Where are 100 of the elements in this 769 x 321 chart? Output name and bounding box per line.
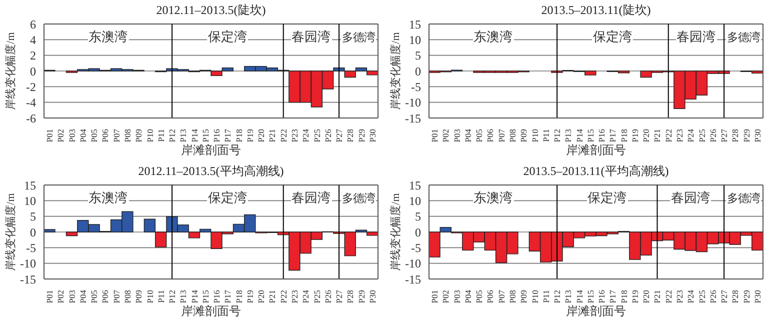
x-tick-label: P29 [741, 129, 752, 142]
x-axis-title: 岸滩剖面号 [180, 143, 242, 158]
x-tick-label: P18 [234, 129, 244, 142]
x-tick-label: P21 [267, 129, 278, 142]
x-tick-label: P16 [596, 129, 607, 142]
x-tick-label: P16 [212, 129, 222, 142]
x-tick-label: P27 [719, 129, 730, 142]
x-tick-label: P11 [156, 290, 166, 303]
x-tick-label: P27 [719, 290, 730, 304]
x-tick-label: P24 [300, 128, 311, 142]
y-tick-label: 0 [415, 225, 421, 240]
chart-title: 2013.5–2013.11(陡坎) [540, 2, 652, 19]
y-tick-label: -15 [405, 272, 421, 286]
x-tick-label: P17 [608, 129, 618, 142]
x-tick-label: P23 [674, 290, 684, 304]
x-tick-label: P12 [167, 129, 178, 142]
x-tick-label: P23 [290, 290, 300, 304]
x-tick-label: P10 [144, 290, 155, 304]
annotation: 东澳湾 [88, 29, 129, 44]
y-tick-label: 0 [30, 225, 36, 240]
x-tick-label: P09 [518, 290, 529, 304]
y-tick-label: 10 [409, 194, 421, 208]
x-tick-label: P05 [474, 129, 484, 142]
x-tick-label: P30 [367, 290, 378, 304]
annotation: 春园湾 [290, 190, 332, 205]
x-tick-label: P12 [552, 129, 562, 142]
x-tick-label: P15 [585, 290, 596, 304]
x-tick-label: P21 [267, 290, 278, 304]
x-tick-label: P06 [485, 129, 496, 142]
y-tick-label: 15 [409, 178, 421, 192]
x-tick-label: P01 [430, 290, 440, 304]
x-tick-label: P22 [663, 129, 674, 142]
x-tick-label: P13 [563, 129, 574, 142]
x-tick-label: P09 [518, 129, 529, 142]
x-tick-label: P08 [122, 290, 132, 304]
y-tick-label: 2 [30, 48, 36, 63]
x-tick-label: P16 [596, 290, 607, 304]
x-tick-label: P04 [78, 289, 88, 304]
annotation: 春园湾 [676, 29, 717, 44]
annotation: 保定湾 [207, 190, 248, 205]
y-tick-label: -6 [26, 111, 36, 126]
x-tick-label: P26 [322, 129, 333, 142]
x-tick-label: P26 [708, 129, 718, 142]
annotation: 保定湾 [592, 29, 634, 44]
y-tick-label: -10 [405, 96, 421, 110]
x-tick-label: P29 [356, 129, 366, 142]
x-tick-label: P08 [508, 290, 518, 304]
x-tick-label: P19 [630, 129, 640, 142]
x-axis-title: 岸滩剖面号 [565, 304, 627, 319]
x-tick-label: P10 [530, 129, 540, 142]
x-tick-label: P13 [178, 129, 188, 142]
y-tick-label: -5 [411, 80, 421, 94]
annotation: 春园湾 [670, 190, 712, 205]
x-tick-label: P12 [167, 290, 178, 304]
x-tick-label: P05 [474, 290, 484, 304]
y-tick-label: -5 [26, 240, 36, 255]
x-tick-label: P18 [234, 290, 244, 304]
x-tick-label: P18 [618, 129, 629, 142]
x-tick-label: P14 [574, 128, 584, 142]
annotation: 东澳湾 [472, 29, 514, 44]
x-tick-label: P22 [278, 290, 288, 304]
y-tick-label: -15 [405, 111, 421, 126]
x-tick-label: P19 [244, 290, 255, 304]
y-tick-label: -10 [405, 256, 421, 271]
x-tick-label: P06 [100, 129, 110, 142]
x-tick-label: P24 [686, 128, 696, 142]
y-tick-label: 5 [30, 210, 36, 224]
x-tick-label: P03 [66, 290, 77, 304]
x-tick-label: P04 [78, 128, 88, 142]
x-tick-label: P14 [189, 128, 200, 142]
x-tick-label: P19 [244, 129, 255, 142]
y-tick-label: 10 [409, 32, 421, 47]
x-tick-label: P03 [452, 290, 462, 304]
x-tick-label: P28 [345, 129, 356, 142]
y-tick-label: -4 [26, 96, 36, 110]
x-tick-label: P07 [496, 129, 506, 142]
x-tick-label: P15 [200, 129, 210, 142]
x-tick-label: P17 [222, 290, 233, 304]
x-tick-label: P30 [752, 290, 762, 304]
x-tick-label: P02 [56, 290, 66, 304]
x-tick-label: P22 [278, 129, 288, 142]
x-tick-label: P06 [485, 290, 496, 304]
y-tick-label: 5 [415, 210, 421, 224]
x-tick-label: P21 [652, 290, 662, 304]
x-tick-label: P15 [585, 129, 596, 142]
x-tick-label: P29 [741, 290, 752, 304]
x-tick-label: P02 [440, 129, 451, 142]
x-tick-label: P11 [540, 129, 551, 142]
x-tick-label: P11 [540, 290, 551, 303]
x-tick-label: P20 [256, 290, 266, 304]
x-tick-label: P07 [111, 290, 122, 304]
y-axis-title: 岸线变化幅度/m [388, 192, 403, 273]
y-tick-label: -5 [411, 240, 421, 255]
y-tick-label: -2 [26, 80, 36, 94]
annotation: 东澳湾 [472, 190, 514, 205]
x-tick-label: P05 [89, 290, 100, 304]
x-tick-label: P27 [334, 129, 344, 142]
x-tick-label: P15 [200, 290, 210, 304]
y-tick-label: 15 [24, 178, 36, 192]
x-tick-label: P20 [641, 129, 652, 142]
